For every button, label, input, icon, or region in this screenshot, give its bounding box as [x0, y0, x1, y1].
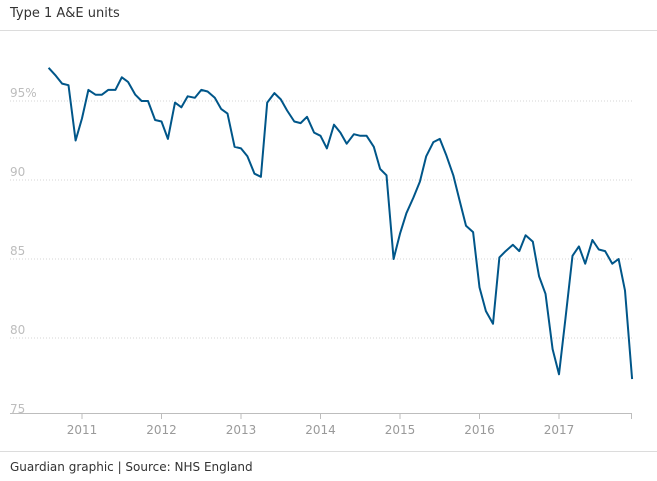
chart-title: Type 1 A&E units [10, 6, 120, 21]
x-tick-label: 2012 [146, 423, 177, 437]
y-tick-label: 90 [10, 165, 25, 179]
y-tick-label: 95% [10, 86, 37, 100]
top-divider [0, 30, 657, 31]
x-tick-label: 2011 [67, 423, 98, 437]
x-tick-label: 2016 [464, 423, 495, 437]
x-tick-label: 2013 [226, 423, 257, 437]
x-tick-label: 2017 [544, 423, 575, 437]
source-note: Guardian graphic | Source: NHS England [10, 460, 253, 474]
y-tick-label: 85 [10, 244, 25, 258]
x-tick-labels: 2011 2012 2013 2014 2015 2016 2017 [67, 423, 575, 437]
y-tick-label: 80 [10, 323, 25, 337]
bottom-divider [0, 451, 657, 452]
y-tick-label: 75 [10, 402, 25, 416]
y-tick-labels: 95% 90 85 80 75 [10, 86, 37, 416]
x-tick-label: 2014 [305, 423, 336, 437]
series-line [47, 67, 634, 380]
x-tick-label: 2015 [385, 423, 416, 437]
x-axis [10, 413, 632, 419]
